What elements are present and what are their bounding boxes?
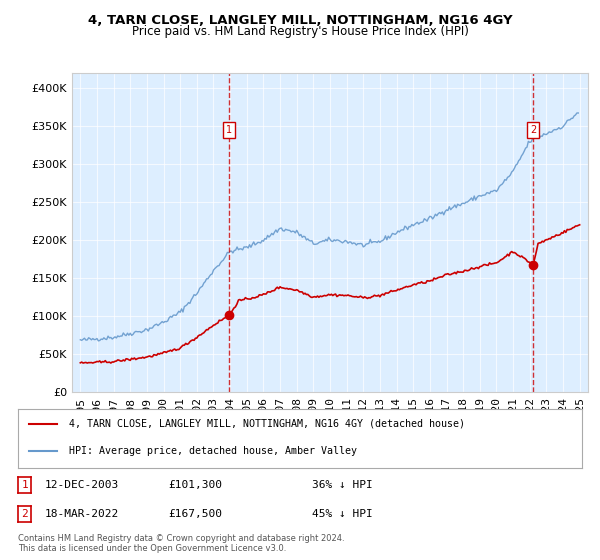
Text: Contains HM Land Registry data © Crown copyright and database right 2024.
This d: Contains HM Land Registry data © Crown c… <box>18 534 344 553</box>
Text: HPI: Average price, detached house, Amber Valley: HPI: Average price, detached house, Ambe… <box>69 446 357 456</box>
Text: 12-DEC-2003: 12-DEC-2003 <box>45 480 119 490</box>
Text: 18-MAR-2022: 18-MAR-2022 <box>45 509 119 519</box>
Text: 2: 2 <box>530 125 536 135</box>
Text: 4, TARN CLOSE, LANGLEY MILL, NOTTINGHAM, NG16 4GY (detached house): 4, TARN CLOSE, LANGLEY MILL, NOTTINGHAM,… <box>69 418 465 428</box>
Text: £101,300: £101,300 <box>168 480 222 490</box>
Text: 1: 1 <box>226 125 232 135</box>
Text: Price paid vs. HM Land Registry's House Price Index (HPI): Price paid vs. HM Land Registry's House … <box>131 25 469 38</box>
Text: 4, TARN CLOSE, LANGLEY MILL, NOTTINGHAM, NG16 4GY: 4, TARN CLOSE, LANGLEY MILL, NOTTINGHAM,… <box>88 14 512 27</box>
Text: £167,500: £167,500 <box>168 509 222 519</box>
Text: 1: 1 <box>21 480 28 490</box>
Text: 2: 2 <box>21 509 28 519</box>
Text: 45% ↓ HPI: 45% ↓ HPI <box>312 509 373 519</box>
Text: 36% ↓ HPI: 36% ↓ HPI <box>312 480 373 490</box>
